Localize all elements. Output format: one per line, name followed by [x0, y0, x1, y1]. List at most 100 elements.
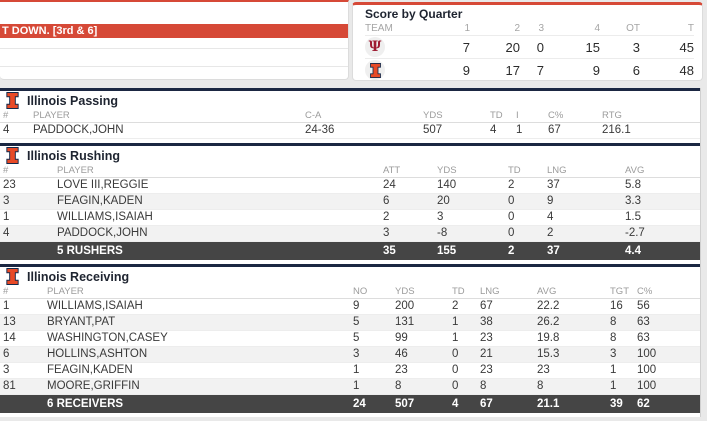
play-feed-panel: T DOWN. [3rd & 6] [0, 0, 349, 80]
score-cell: 20 [505, 39, 520, 55]
column-header: C% [637, 286, 653, 297]
player-number: 3 [3, 364, 10, 376]
player-number: 3 [3, 195, 10, 207]
player-name: MOORE,GRIFFIN [47, 380, 140, 392]
stat-cell: 56 [637, 300, 650, 312]
ot-header: OT [626, 23, 640, 34]
column-header: C% [548, 110, 564, 121]
stat-cell: 22.2 [537, 300, 560, 312]
stat-cell: 4 [452, 397, 459, 410]
player-name: FEAGIN,KADEN [57, 195, 143, 207]
stat-cell: 1 [516, 124, 523, 136]
player-name: PADDOCK,JOHN [57, 227, 148, 239]
stat-cell: 0 [508, 211, 515, 223]
stat-cell: 3 [353, 348, 360, 360]
column-header: AVG [537, 286, 557, 297]
player-row: 13 BRYANT,PAT 5 131 1 38 26.2 8 63 [0, 315, 700, 331]
rushing-totals-row: 5 RUSHERS 35 155 2 37 4.4 [0, 242, 700, 260]
player-name: PADDOCK,JOHN [33, 124, 124, 136]
stat-cell: 37 [547, 244, 560, 257]
stat-cell: 23 [537, 364, 550, 376]
illinois-rushing-section: Illinois Rushing # PLAYER ATT YDS TD LNG AVG 2… [0, 143, 700, 264]
stat-cell: 507 [395, 397, 415, 410]
column-header: # [3, 110, 9, 121]
stat-cell: 9 [353, 300, 360, 312]
score-row-illinois: 9 17 7 9 6 48 [365, 58, 694, 81]
column-header: TD [508, 165, 521, 176]
stat-cell: 1 [610, 380, 617, 392]
player-row: 4 PADDOCK,JOHN 3 -8 0 2 -2.7 [0, 226, 700, 242]
receiving-column-header-row: # PLAYER NO YDS TD LNG AVG TGT C% [0, 285, 700, 299]
rushing-section-header: Illinois Rushing [0, 146, 700, 164]
team-column-header: TEAM [365, 23, 393, 34]
stat-cell: 2 [508, 244, 515, 257]
player-row: 23 LOVE III,REGGIE 24 140 2 37 5.8 [0, 178, 700, 194]
column-header: YDS [437, 165, 457, 176]
totals-label: 6 RECEIVERS [47, 397, 124, 410]
illinois-passing-section: Illinois Passing # PLAYER C-A YDS TD I C% RTG 4… [0, 88, 700, 143]
stat-cell: 99 [395, 332, 408, 344]
column-header: RTG [602, 110, 622, 121]
stat-cell: 2 [452, 300, 459, 312]
illinois-stats-panel: Illinois Passing # PLAYER C-A YDS TD I C% RTG 4… [0, 88, 701, 417]
stat-cell: 4.4 [625, 244, 641, 257]
stat-cell: 9 [547, 195, 554, 207]
column-header: PLAYER [33, 110, 70, 121]
section-title: Illinois Rushing [27, 148, 121, 163]
receiving-table-body: 1 WILLIAMS,ISAIAH 9 200 2 67 22.2 16 56 … [0, 299, 700, 395]
totals-label: 5 RUSHERS [57, 244, 123, 257]
stat-cell: 507 [423, 124, 443, 136]
stat-cell: 200 [395, 300, 415, 312]
illinois-block-i-logo-icon [365, 60, 385, 80]
rushing-column-header-row: # PLAYER ATT YDS TD LNG AVG [0, 164, 700, 178]
stat-cell: 8 [395, 380, 402, 392]
receiving-section-header: Illinois Receiving [0, 267, 700, 285]
stat-cell: 155 [437, 244, 457, 257]
column-header: YDS [395, 286, 415, 297]
player-row: 6 HOLLINS,ASHTON 3 46 0 21 15.3 3 100 [0, 347, 700, 363]
stat-cell: 8 [537, 380, 544, 392]
stat-cell: 15.3 [537, 348, 560, 360]
player-name: HOLLINS,ASHTON [47, 348, 148, 360]
stat-cell: 23 [480, 332, 493, 344]
stat-cell: 2 [383, 211, 390, 223]
feed-row-divider [0, 38, 348, 49]
player-number: 13 [3, 316, 16, 328]
stat-cell: 26.2 [537, 316, 560, 328]
q2-header: 2 [514, 23, 520, 34]
stat-cell: 0 [452, 380, 459, 392]
stat-cell: 2 [547, 227, 554, 239]
stat-cell: 21.1 [537, 397, 560, 410]
section-title: Illinois Passing [27, 93, 118, 108]
score-cell: 6 [632, 62, 640, 78]
player-number: 1 [3, 300, 10, 312]
stat-cell: 3.3 [625, 195, 641, 207]
player-number: 4 [3, 124, 10, 136]
column-header: NO [353, 286, 368, 297]
stat-cell: 24 [383, 179, 396, 191]
column-header: C-A [305, 110, 322, 121]
indiana-trident-logo-icon: Ψ [365, 37, 385, 57]
stat-cell: 62 [637, 397, 650, 410]
stat-cell: 8 [480, 380, 487, 392]
stat-cell: 5 [353, 316, 360, 328]
player-name: WASHINGTON,CASEY [47, 332, 168, 344]
stat-cell: 3 [437, 211, 444, 223]
stat-cell: 35 [383, 244, 396, 257]
player-row: 4 PADDOCK,JOHN 24-36 507 4 1 67 216.1 [0, 123, 700, 139]
stat-cell: 23 [480, 364, 493, 376]
column-header: I [516, 110, 519, 121]
stat-cell: 63 [637, 332, 650, 344]
score-header-row: TEAM 1 2 3 4 OT T [365, 22, 694, 35]
player-name: LOVE III,REGGIE [57, 179, 149, 191]
player-number: 14 [3, 332, 16, 344]
stat-cell: 21 [480, 348, 493, 360]
player-number: 4 [3, 227, 10, 239]
player-number: 6 [3, 348, 10, 360]
rushing-table-body: 23 LOVE III,REGGIE 24 140 2 37 5.8 3 FEA… [0, 178, 700, 242]
column-header: TD [490, 110, 503, 121]
stat-cell: 100 [637, 364, 657, 376]
player-row: 1 WILLIAMS,ISAIAH 2 3 0 4 1.5 [0, 210, 700, 226]
q4-header: 4 [594, 23, 600, 34]
column-header: # [3, 165, 9, 176]
